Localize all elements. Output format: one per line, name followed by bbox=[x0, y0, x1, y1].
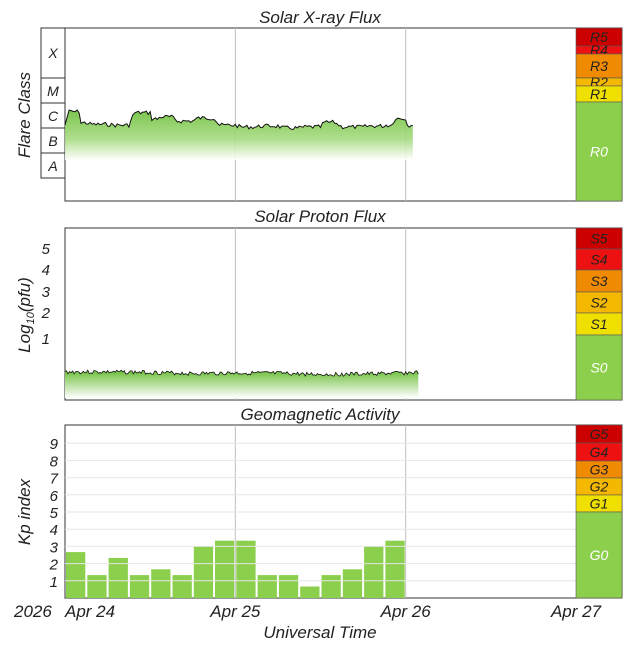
flare-class-c: C bbox=[48, 108, 59, 124]
kp-bar bbox=[172, 575, 192, 598]
kp-ytick-label: 2 bbox=[49, 557, 59, 574]
kp-bar bbox=[364, 546, 384, 598]
xray-flux-area bbox=[65, 110, 413, 160]
kp-scale-label: G4 bbox=[590, 444, 609, 460]
proton-ytick-label: 4 bbox=[42, 262, 50, 279]
proton-ytick-label: 1 bbox=[42, 331, 50, 348]
kp-bar bbox=[385, 540, 405, 598]
kp-scale-label: G2 bbox=[590, 479, 609, 495]
x-axis-label: Universal Time bbox=[263, 623, 376, 642]
kp-ytick-label: 6 bbox=[50, 488, 59, 505]
kp-scale-g0 bbox=[575, 511, 623, 599]
kp-ylabel: Kp index bbox=[15, 478, 34, 545]
proton-scale-label: S5 bbox=[590, 231, 607, 247]
proton-panel: Solar Proton Flux Log10(pfu) 5 4 3 2 1 S5 S4 S… bbox=[15, 207, 623, 401]
kp-bar bbox=[129, 575, 150, 598]
xray-scale-label: R1 bbox=[590, 86, 608, 102]
kp-title: Geomagnetic Activity bbox=[240, 405, 401, 424]
x-axis: 2026 Apr 24 Apr 25 Apr 26 Apr 27 Universal … bbox=[13, 602, 602, 642]
proton-ylabel-rest: (pfu) bbox=[15, 277, 34, 312]
kp-scale-label: G1 bbox=[590, 496, 609, 512]
kp-bar bbox=[87, 575, 107, 598]
proton-flux-line bbox=[64, 369, 419, 377]
kp-bar bbox=[66, 552, 86, 598]
kp-ytick-label: 7 bbox=[50, 471, 59, 488]
kp-ytick-label: 4 bbox=[50, 522, 58, 539]
proton-ylabel-main: Log bbox=[15, 324, 34, 353]
kp-ytick-label: 8 bbox=[50, 453, 59, 470]
kp-ytick-label: 1 bbox=[50, 574, 58, 591]
proton-ytick-label: 3 bbox=[42, 284, 51, 301]
x-axis-year: 2026 bbox=[13, 602, 52, 621]
kp-scale-label: G5 bbox=[590, 426, 609, 442]
flare-class-x: X bbox=[47, 45, 58, 61]
flare-class-a: A bbox=[47, 158, 57, 174]
kp-bar bbox=[215, 540, 235, 598]
proton-scale-label: S0 bbox=[590, 360, 607, 376]
flare-class-b: B bbox=[48, 133, 57, 149]
x-tick-label: Apr 26 bbox=[380, 602, 432, 621]
proton-ytick-label: 5 bbox=[42, 241, 51, 258]
proton-ylabel: Log10(pfu) bbox=[15, 277, 37, 353]
x-tick-label: Apr 25 bbox=[209, 602, 261, 621]
kp-ytick-label: 5 bbox=[50, 505, 59, 522]
kp-panel: Geomagnetic Activity Kp index 987654321 … bbox=[15, 405, 623, 599]
x-tick-label: Apr 27 bbox=[550, 602, 602, 621]
xray-panel: Solar X-ray Flux Flare Class X M C B A R… bbox=[15, 8, 623, 202]
proton-ytick-label: 2 bbox=[41, 305, 51, 322]
kp-scale-label: G0 bbox=[590, 547, 609, 563]
proton-scale-label: S4 bbox=[590, 252, 607, 268]
xray-scale-r0 bbox=[575, 101, 623, 202]
proton-scale-label: S1 bbox=[590, 316, 607, 332]
proton-scale-s0 bbox=[575, 334, 623, 401]
kp-bar bbox=[342, 569, 363, 598]
kp-bar bbox=[236, 540, 256, 598]
xray-scale-r3 bbox=[575, 53, 623, 79]
kp-bar bbox=[108, 557, 128, 598]
proton-ylabel-sub: 10 bbox=[25, 311, 37, 324]
kp-bar bbox=[257, 575, 277, 598]
proton-scale-label: S3 bbox=[590, 273, 607, 289]
proton-scale-label: S2 bbox=[590, 295, 607, 311]
kp-bar bbox=[193, 546, 214, 598]
xray-scale-label: R3 bbox=[590, 58, 608, 74]
xray-flux-line bbox=[64, 109, 413, 130]
x-tick-label: Apr 24 bbox=[64, 602, 115, 621]
xray-ylabel: Flare Class bbox=[15, 72, 34, 158]
kp-ytick-label: 9 bbox=[50, 436, 59, 453]
kp-bar bbox=[151, 569, 171, 598]
kp-bar bbox=[278, 575, 299, 598]
kp-bar bbox=[321, 575, 341, 598]
proton-title: Solar Proton Flux bbox=[254, 207, 386, 226]
flare-class-m: M bbox=[47, 83, 59, 99]
xray-scale-label: R0 bbox=[590, 144, 608, 160]
xray-scale-label: R5 bbox=[590, 29, 608, 45]
kp-bar bbox=[300, 586, 320, 598]
kp-ytick-label: 3 bbox=[50, 539, 59, 556]
xray-title: Solar X-ray Flux bbox=[259, 8, 381, 27]
proton-flux-area bbox=[65, 370, 419, 398]
kp-scale-label: G3 bbox=[590, 462, 609, 478]
